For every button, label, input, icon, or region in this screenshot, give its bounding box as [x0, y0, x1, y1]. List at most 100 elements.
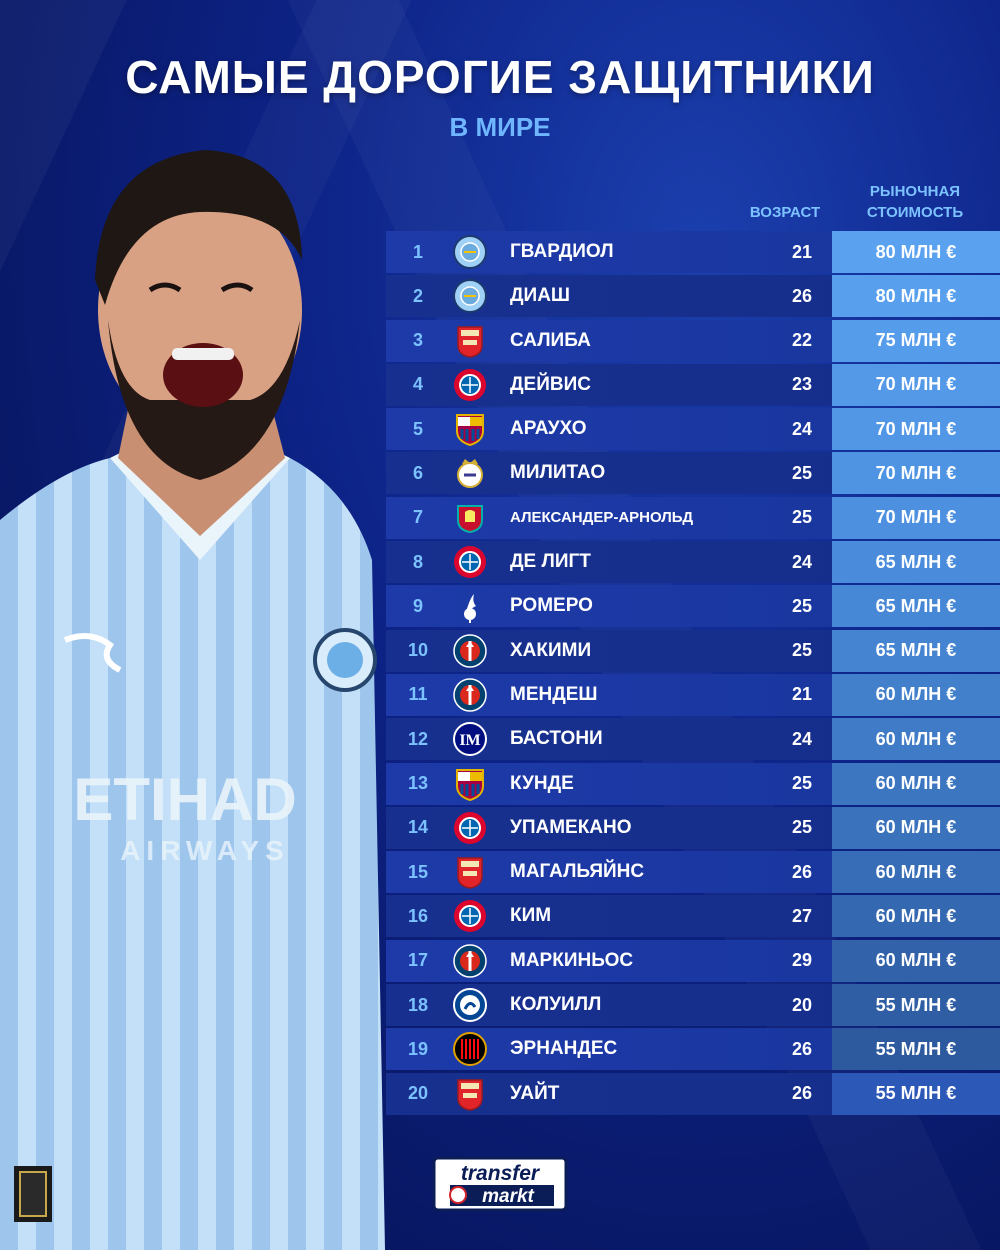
player-name: ДИАШ [510, 285, 571, 307]
player-age: 25 [791, 507, 813, 528]
puma-brand-icon [14, 1166, 52, 1222]
player-name: АЛЕКСАНДЕР-АРНОЛЬД [510, 509, 694, 527]
table-row: 19 ЭРНАНДЕС 26 55 МЛН € [386, 1028, 1000, 1071]
player-name: УАЙТ [510, 1082, 560, 1104]
player-name: МЕНДЕШ [510, 683, 598, 705]
tottenham-icon [450, 586, 490, 626]
market-value: 60 МЛН € [832, 939, 1000, 982]
rank: 18 [407, 994, 429, 1015]
chelsea-icon [450, 985, 490, 1025]
table-row: 4 ДЕЙВИС 23 70 МЛН € [386, 363, 1000, 406]
market-value: 75 МЛН € [832, 319, 1000, 362]
jersey-sponsor-subtext: AIRWAYS [120, 835, 290, 866]
player-name: ДЕ ЛИГТ [510, 551, 591, 573]
player-age: 25 [791, 773, 813, 794]
market-value: 60 МЛН € [832, 673, 1000, 716]
table-row: 11 МЕНДЕШ 21 60 МЛН € [386, 673, 1000, 716]
player-name: КИМ [510, 905, 552, 927]
market-value: 55 МЛН € [832, 1028, 1000, 1071]
player-age: 20 [791, 994, 813, 1015]
rank: 6 [412, 462, 423, 483]
player-age: 24 [791, 418, 813, 439]
player-age: 24 [791, 551, 813, 572]
player-age: 26 [791, 1083, 813, 1104]
market-value: 55 МЛН € [832, 1072, 1000, 1115]
market-value: 60 МЛН € [832, 895, 1000, 938]
market-value: 70 МЛН € [832, 363, 1000, 406]
player-age: 26 [791, 1038, 813, 1059]
svg-text:markt: markt [482, 1186, 534, 1207]
table-row: 17 МАРКИНЬОС 29 60 МЛН € [386, 939, 1000, 982]
rank: 2 [412, 285, 423, 306]
player-name: ЭРНАНДЕС [510, 1038, 618, 1060]
rank: 14 [407, 817, 429, 838]
player-name: КОЛУИЛЛ [510, 994, 602, 1016]
rank: 10 [407, 640, 429, 661]
psg-icon [450, 675, 490, 715]
bayern-icon [450, 542, 490, 582]
player-age: 25 [791, 462, 813, 483]
player-age: 21 [791, 241, 813, 262]
rank: 13 [407, 773, 429, 794]
player-age: 26 [791, 861, 813, 882]
table-row: 6 МИЛИТАО 25 70 МЛН € [386, 452, 1000, 495]
svg-text:transfer: transfer [461, 1162, 541, 1185]
table-row: 1 ГВАРДИОЛ 21 80 МЛН € [386, 231, 1000, 273]
rank: 17 [407, 950, 429, 971]
player-name: МАРКИНЬОС [510, 949, 634, 971]
man-city-icon [450, 232, 490, 272]
market-value: 65 МЛН € [832, 585, 1000, 628]
market-value: 80 МЛН € [832, 231, 1000, 273]
table-row: 20 УАЙТ 26 55 МЛН € [386, 1072, 1000, 1115]
value-column-header-line1: РЫНОЧНАЯ [869, 183, 961, 200]
market-value: 60 МЛН € [832, 718, 1000, 761]
table-row: 16 КИМ 27 60 МЛН € [386, 895, 1000, 938]
value-column-header-line2: СТОИМОСТЬ [866, 204, 964, 221]
player-name: САЛИБА [510, 329, 591, 351]
page-title: САМЫЕ ДОРОГИЕ ЗАЩИТНИКИ [125, 51, 875, 103]
player-age: 29 [791, 950, 813, 971]
milan-icon [450, 1029, 490, 1069]
market-value: 70 МЛН € [832, 496, 1000, 539]
table-row: 2 ДИАШ 26 80 МЛН € [386, 275, 1000, 318]
table-row: 5 АРАУХО 24 70 МЛН € [386, 408, 1000, 451]
rank: 16 [407, 905, 429, 926]
rank: 8 [412, 551, 423, 572]
bayern-icon [450, 896, 490, 936]
rank: 12 [407, 728, 429, 749]
market-value: 65 МЛН € [832, 629, 1000, 672]
table-row: 9 РОМЕРО 25 65 МЛН € [386, 585, 1000, 628]
player-photo: ETIHAD AIRWAYS [0, 150, 385, 1250]
rank: 9 [412, 595, 423, 616]
psg-icon [450, 631, 490, 671]
market-value: 60 МЛН € [832, 806, 1000, 849]
table-row: 12 IM БАСТОНИ 24 60 МЛН € [386, 718, 1000, 761]
market-value: 80 МЛН € [832, 275, 1000, 318]
table-row: 15 МАГАЛЬЯЙНС 26 60 МЛН € [386, 851, 1000, 894]
table-row: 13 КУНДЕ 25 60 МЛН € [386, 762, 1000, 805]
market-value: 60 МЛН € [832, 762, 1000, 805]
player-age: 25 [791, 595, 813, 616]
player-name: ГВАРДИОЛ [510, 241, 614, 262]
man-city-icon [450, 276, 490, 316]
arsenal-icon [450, 1074, 490, 1114]
player-name: БАСТОНИ [510, 728, 603, 750]
rank: 3 [412, 330, 423, 351]
player-name: МИЛИТАО [510, 462, 606, 484]
arsenal-icon [450, 852, 490, 892]
defenders-table: 1 ГВАРДИОЛ 21 80 МЛН € 2 ДИАШ 26 80 МЛН € 3 САЛИБ… [386, 231, 1000, 1117]
rank: 19 [407, 1038, 429, 1059]
table-row: 7 АЛЕКСАНДЕР-АРНОЛЬД 25 70 МЛН € [386, 496, 1000, 539]
table-row: 3 САЛИБА 22 75 МЛН € [386, 319, 1000, 362]
market-value: 70 МЛН € [832, 408, 1000, 451]
liverpool-icon [450, 498, 490, 538]
rank: 15 [407, 861, 429, 882]
bayern-icon [450, 365, 490, 405]
player-name: УПАМЕКАНО [510, 816, 632, 838]
rank: 1 [412, 241, 423, 262]
market-value: 55 МЛН € [832, 984, 1000, 1027]
inter-icon: IM [450, 719, 490, 759]
real-madrid-icon [450, 453, 490, 493]
rank: 5 [412, 418, 423, 439]
rank: 7 [412, 507, 423, 528]
